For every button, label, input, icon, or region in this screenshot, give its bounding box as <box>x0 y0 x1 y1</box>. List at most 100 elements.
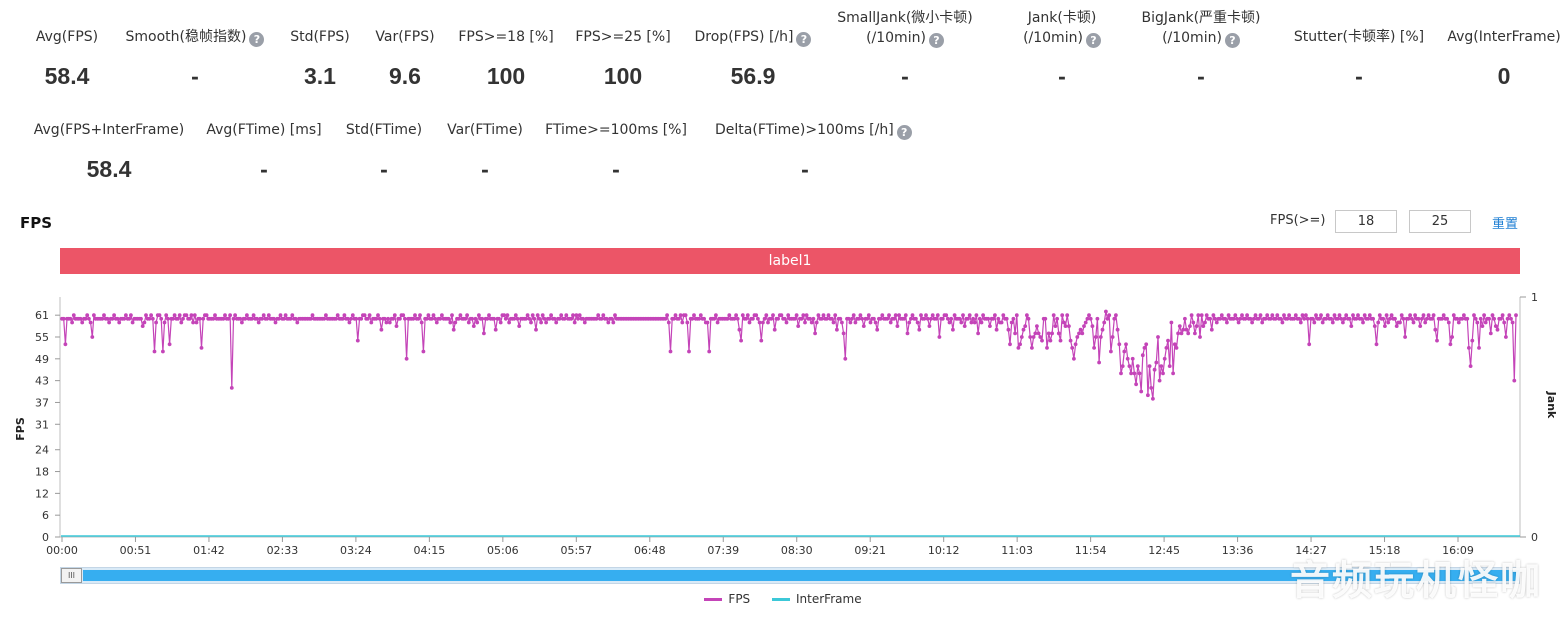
time-range-slider[interactable]: III <box>60 567 1520 584</box>
fps-point <box>342 313 347 318</box>
fps-threshold-low-input[interactable] <box>1335 210 1397 233</box>
fps-point <box>1139 389 1144 394</box>
fps-point <box>1362 313 1367 318</box>
help-icon[interactable]: ? <box>1224 33 1240 48</box>
fps-point <box>1080 331 1085 336</box>
fps-point <box>345 316 350 321</box>
fps-point <box>769 316 774 321</box>
fps-point <box>1482 313 1486 318</box>
fps-point <box>1072 356 1076 361</box>
fps-point <box>924 313 928 318</box>
y-tick-label: 49 <box>35 353 49 366</box>
slider-left-handle[interactable]: III <box>61 568 82 583</box>
slider-selected-range[interactable] <box>83 570 1519 581</box>
x-tick-label: 15:18 <box>1369 544 1401 557</box>
fps-point <box>1426 313 1431 318</box>
fps-point <box>515 316 520 321</box>
fps-point <box>1174 346 1179 350</box>
fps-point <box>374 316 379 321</box>
fps-point <box>861 324 866 328</box>
stat-avg-fps: Avg(FPS) 58.4 <box>0 27 157 89</box>
fps-point <box>885 316 890 321</box>
fps-point <box>604 316 609 321</box>
fps-point <box>966 316 970 321</box>
fps-point <box>745 313 750 318</box>
watermark: 音频玩机怪咖 <box>1290 558 1542 604</box>
stat-smooth: Smooth(稳帧指数)? - <box>105 27 285 89</box>
fps-point <box>1033 331 1038 336</box>
fps-point <box>201 316 206 321</box>
help-icon[interactable]: ? <box>896 125 912 140</box>
fps-point <box>100 316 105 321</box>
help-icon[interactable]: ? <box>1085 33 1101 48</box>
fps-point <box>840 320 844 325</box>
fps-point <box>1161 371 1165 376</box>
y2-tick-label: 0 <box>1531 531 1538 544</box>
fps-point <box>475 320 480 325</box>
help-icon[interactable]: ? <box>249 32 265 47</box>
fps-point <box>1282 313 1286 318</box>
fps-point <box>293 316 298 321</box>
fps-point <box>161 349 165 354</box>
stat-label-text: Smooth(稳帧指数) <box>125 29 247 45</box>
fps-point <box>537 316 542 321</box>
fps-point <box>1198 335 1202 339</box>
help-icon[interactable]: ? <box>796 32 812 47</box>
fps-point <box>1053 324 1058 328</box>
fps-point <box>503 316 508 321</box>
stat-value: 100 <box>603 63 643 89</box>
fps-point <box>1490 313 1495 318</box>
stat-stutter: Stutter(卡顿率) [%] - <box>1269 27 1449 89</box>
fps-point <box>1181 327 1186 332</box>
fps-threshold-high-input[interactable] <box>1409 210 1471 233</box>
fps-point <box>1372 324 1377 328</box>
fps-point <box>144 313 148 318</box>
fps-point <box>761 320 765 325</box>
stat-var-ftime: Var(FTime) - <box>395 120 575 182</box>
stat-label: Jank(卡顿) (/10min)? <box>972 8 1152 48</box>
fps-point <box>981 313 985 318</box>
fps-point <box>756 316 760 321</box>
fps-point <box>451 327 456 332</box>
stat-label: Avg(FPS+InterFrame) <box>19 120 199 140</box>
stat-smalljank: SmallJank(微小卡顿) (/10min)? - <box>815 8 995 89</box>
fps-point <box>1256 316 1261 321</box>
fps-point <box>411 316 416 321</box>
fps-point <box>433 316 438 321</box>
stat-label-text: Drop(FPS) [/h] <box>694 29 794 45</box>
fps-point <box>480 316 485 321</box>
legend-item-fps[interactable]: FPS <box>704 592 750 606</box>
fps-point <box>1472 313 1476 318</box>
fps-point <box>71 313 76 318</box>
fps-point <box>1078 327 1083 332</box>
fps-point <box>1016 346 1021 350</box>
fps-point <box>1177 324 1182 328</box>
fps-point <box>865 316 870 321</box>
stat-label-text: Var(FPS) <box>375 29 435 45</box>
fps-point <box>1394 324 1399 328</box>
fps-point <box>1314 313 1318 318</box>
help-icon[interactable]: ? <box>928 33 944 48</box>
fps-point <box>1384 313 1389 318</box>
stat-label-text: FPS>=18 [%] <box>458 29 554 45</box>
fps-point <box>819 316 824 321</box>
fps-point <box>1186 331 1191 336</box>
fps-point <box>367 313 372 318</box>
fps-point <box>1156 335 1160 339</box>
fps-point <box>1265 313 1270 318</box>
fps-point <box>189 313 194 318</box>
legend-item-interframe[interactable]: InterFrame <box>772 592 862 606</box>
fps-point <box>1293 313 1298 318</box>
fps-point <box>779 313 784 318</box>
fps-point <box>413 313 417 318</box>
fps-point <box>922 316 927 321</box>
fps-point <box>1105 316 1110 321</box>
fps-point <box>1110 335 1115 339</box>
fps-point <box>1441 313 1446 318</box>
reset-button[interactable]: 重置 <box>1492 217 1519 232</box>
fps-point <box>386 316 390 321</box>
fps-point <box>727 313 732 318</box>
fps-point <box>739 338 743 343</box>
fps-point <box>1408 313 1412 318</box>
label-band[interactable]: label1 <box>60 248 1520 274</box>
